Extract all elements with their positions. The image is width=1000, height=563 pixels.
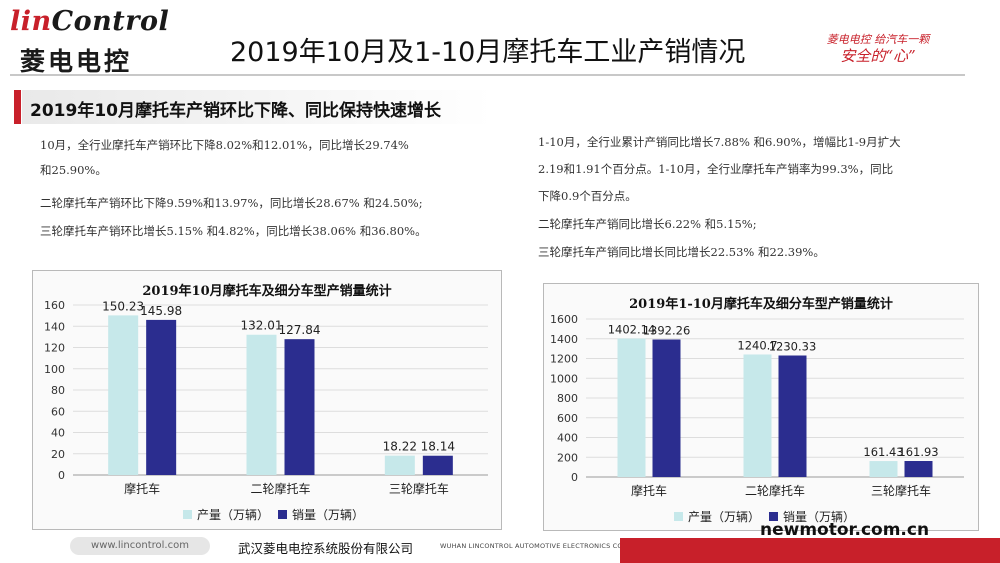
y-tick-label: 400 [557,432,578,445]
header-divider [10,74,965,76]
right-paragraph-line: 下降0.9个百分点。 [538,189,637,203]
data-label: 161.93 [898,445,938,459]
y-tick-label: 1400 [550,333,578,346]
slogan: 菱电电控 给汽车一颗 安全的“心” [808,32,948,64]
data-label: 145.98 [140,304,182,318]
x-category-label: 二轮摩托车 [745,483,805,498]
y-tick-label: 1600 [550,313,578,326]
legend-swatch [183,510,192,519]
y-tick-label: 60 [51,405,65,418]
y-tick-label: 0 [58,469,65,482]
data-label: 127.84 [279,323,321,337]
y-tick-label: 200 [557,451,578,464]
data-label: 1392.26 [643,324,691,338]
chart-title: 2019年10月摩托车及细分车型产销量统计 [142,284,392,299]
data-label: 1240.7 [737,338,777,352]
legend-label: 产量（万辆） [688,510,760,524]
chart-title: 2019年1-10月摩托车及细分车型产销量统计 [629,297,893,312]
left-paragraph-line: 和25.90%。 [40,163,107,177]
logo: linControl [10,6,170,37]
y-tick-label: 0 [571,471,578,484]
right-paragraph-line: 三轮摩托车产销同比增长同比增长22.53% 和22.39%。 [538,245,825,259]
legend-swatch [278,510,287,519]
bar [617,338,646,477]
data-label: 161.43 [863,445,903,459]
bar-chart-jan-oct: 0 200 400 600 800 1000 1200 1400 1600 1402.141392… [550,313,964,524]
data-label: 132.01 [241,319,283,333]
right-paragraph-line: 2.19和1.91个百分点。1-10月，全行业摩托车产销率为99.3%，同比 [538,162,894,176]
data-label: 150.23 [102,299,144,313]
bar [384,455,415,475]
chart-panel-jan-oct: 2019年1-10月摩托车及细分车型产销量统计 0 200 400 600 800 100… [543,283,979,531]
section-heading: 2019年10月摩托车产销环比下降、同比保持快速增长 [30,101,441,121]
legend-label: 产量（万辆） [197,508,269,522]
legend-swatch [674,512,683,521]
legend-label: 销量（万辆） [783,510,855,524]
x-category-label: 摩托车 [631,483,667,498]
y-tick-label: 20 [51,448,65,461]
bar [869,461,898,477]
left-paragraph-line: 10月，全行业摩托车产销环比下降8.02%和12.01%，同比增长29.74% [40,138,409,152]
bar [246,334,277,475]
bar [284,339,315,475]
footer-url[interactable]: www.lincontrol.com [70,537,210,555]
y-tick-label: 800 [557,392,578,405]
bar [743,354,772,477]
legend-label: 销量（万辆） [292,508,364,522]
data-label: 1230.33 [769,340,817,354]
bar [108,315,139,475]
x-category-label: 三轮摩托车 [871,483,931,498]
data-label: 1402.14 [608,323,656,337]
bar [146,319,177,475]
logo-chinese: 菱电电控 [20,47,133,76]
footer-red-band [620,538,1000,563]
source-watermark: newmotor.com.cn [760,520,930,540]
bar [778,355,807,477]
bar [904,461,933,477]
data-label: 18.14 [421,440,455,454]
data-label: 18.22 [383,440,417,454]
slogan-line-2: 安全的“心” [840,47,916,65]
legend-swatch [769,512,778,521]
y-tick-label: 1200 [550,353,578,366]
section-heading-band [22,90,492,124]
right-paragraph-line: 1-10月，全行业累计产销同比增长7.88% 和6.90%，增幅比1-9月扩大 [538,135,901,149]
x-category-label: 三轮摩托车 [389,481,449,496]
page-title: 2019年10月及1-10月摩托车工业产销情况 [230,37,746,68]
y-tick-label: 1000 [550,372,578,385]
footer-company-name: 武汉菱电电控系统股份有限公司 [238,541,414,556]
footer-company-english: WUHAN LINCONTROL AUTOMOTIVE ELECTRONICS … [440,542,644,550]
x-category-label: 摩托车 [124,481,160,496]
section-accent-bar [14,90,21,124]
y-tick-label: 100 [44,363,65,376]
y-tick-label: 80 [51,384,65,397]
slogan-line-1: 菱电电控 给汽车一颗 [826,33,930,46]
y-tick-label: 120 [44,342,65,355]
y-tick-label: 40 [51,427,65,440]
bar [652,339,681,477]
y-tick-label: 140 [44,320,65,333]
chart-panel-october: 2019年10月摩托车及细分车型产销量统计 0 20 40 60 80 100 120 140… [32,270,502,530]
right-paragraph-line: 二轮摩托车产销同比增长6.22% 和5.15%; [538,217,757,231]
left-paragraph-line: 二轮摩托车产销环比下降9.59%和13.97%，同比增长28.67% 和24.5… [40,196,423,210]
y-tick-label: 600 [557,412,578,425]
x-category-label: 二轮摩托车 [250,481,310,496]
bar [422,455,453,475]
left-paragraph-line: 三轮摩托车产销环比增长5.15% 和4.82%，同比增长38.06% 和36.8… [40,224,427,238]
y-tick-label: 160 [44,299,65,312]
